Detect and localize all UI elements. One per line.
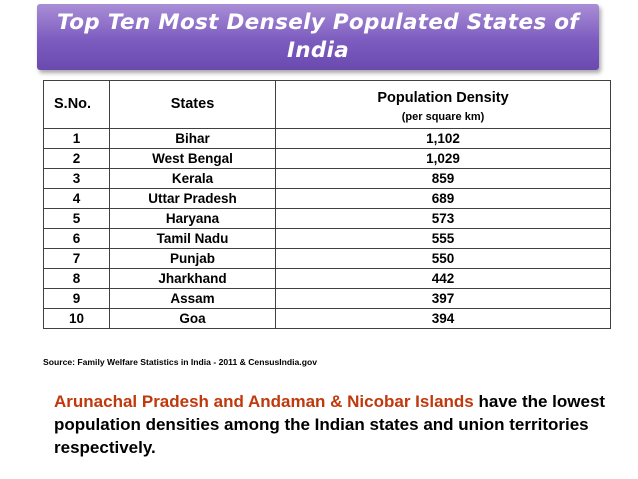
cell-state: Assam (109, 288, 276, 309)
footnote: Arunachal Pradesh and Andaman & Nicobar … (54, 390, 614, 459)
cell-state: Goa (109, 308, 276, 329)
table-row: 10 Goa 394 (43, 308, 611, 329)
cell-density: 394 (275, 308, 611, 329)
cell-density: 1,102 (275, 128, 611, 149)
cell-sno: 5 (43, 208, 110, 229)
table-row: 5 Haryana 573 (43, 208, 611, 229)
table-row: 8 Jharkhand 442 (43, 268, 611, 289)
header-density: Population Density (per square km) (275, 80, 611, 129)
cell-sno: 4 (43, 188, 110, 209)
cell-sno: 8 (43, 268, 110, 289)
cell-density: 573 (275, 208, 611, 229)
cell-sno: 6 (43, 228, 110, 249)
cell-sno: 7 (43, 248, 110, 269)
footnote-highlight: Arunachal Pradesh and Andaman & Nicobar … (54, 392, 474, 411)
table-row: 6 Tamil Nadu 555 (43, 228, 611, 249)
cell-density: 1,029 (275, 148, 611, 169)
cell-state: Kerala (109, 168, 276, 189)
title-banner: Top Ten Most Densely Populated States of… (37, 4, 599, 70)
cell-state: Bihar (109, 128, 276, 149)
cell-sno: 10 (43, 308, 110, 329)
source-citation: Source: Family Welfare Statistics in Ind… (43, 357, 317, 367)
page-title: Top Ten Most Densely Populated States of… (57, 10, 579, 63)
table-row: 9 Assam 397 (43, 288, 611, 309)
table-row: 1 Bihar 1,102 (43, 128, 611, 149)
cell-density: 397 (275, 288, 611, 309)
cell-sno: 2 (43, 148, 110, 169)
footnote-text: have the lowest population densities amo… (54, 392, 606, 457)
cell-density: 859 (275, 168, 611, 189)
table-header-row: S.No. States Population Density (per squ… (43, 80, 611, 129)
header-sno: S.No. (43, 80, 110, 129)
cell-state: Tamil Nadu (109, 228, 276, 249)
table-row: 7 Punjab 550 (43, 248, 611, 269)
table-row: 3 Kerala 859 (43, 168, 611, 189)
cell-state: Haryana (109, 208, 276, 229)
table-row: 4 Uttar Pradesh 689 (43, 188, 611, 209)
header-states: States (109, 80, 276, 129)
cell-density: 689 (275, 188, 611, 209)
density-table: S.No. States Population Density (per squ… (43, 80, 611, 329)
cell-density: 550 (275, 248, 611, 269)
cell-density: 442 (275, 268, 611, 289)
cell-state: Punjab (109, 248, 276, 269)
table-row: 2 West Bengal 1,029 (43, 148, 611, 169)
cell-state: Uttar Pradesh (109, 188, 276, 209)
cell-state: Jharkhand (109, 268, 276, 289)
cell-sno: 1 (43, 128, 110, 149)
cell-sno: 3 (43, 168, 110, 189)
cell-density: 555 (275, 228, 611, 249)
header-density-unit: (per square km) (401, 110, 485, 123)
table-body: 1 Bihar 1,102 2 West Bengal 1,029 3 Kerala 859 4 U… (43, 128, 611, 329)
cell-sno: 9 (43, 288, 110, 309)
header-density-label: Population Density (377, 89, 509, 106)
cell-state: West Bengal (109, 148, 276, 169)
